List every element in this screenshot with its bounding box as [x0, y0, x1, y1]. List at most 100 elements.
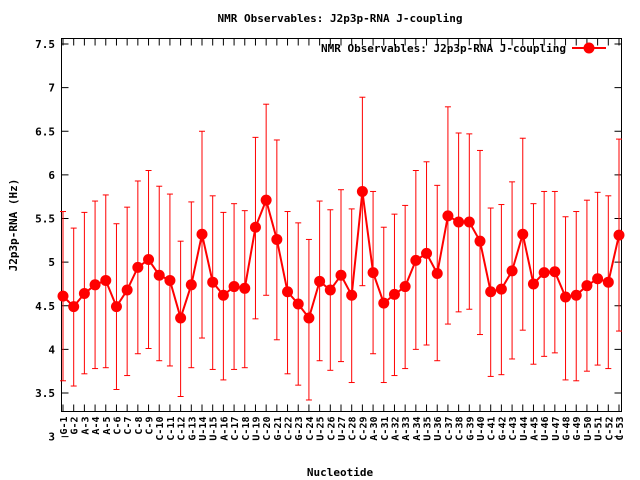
x-tick-label: G-13 [187, 417, 198, 441]
x-tick-label: U-47 [551, 417, 562, 441]
chart-title: NMR Observables: J2p3p-RNA J-coupling [217, 12, 462, 25]
x-tick-label: A-45 [529, 417, 540, 441]
legend-label: NMR Observables: J2p3p-RNA J-coupling [321, 42, 566, 55]
data-point [549, 266, 561, 278]
data-point [421, 247, 433, 259]
data-point [314, 275, 326, 287]
data-point [463, 216, 475, 228]
x-tick-label: U-46 [540, 417, 551, 441]
error-bars [60, 96, 622, 401]
x-tick-label: C-9 [145, 417, 156, 435]
data-point [89, 279, 101, 291]
x-tick-label: C-7 [123, 417, 134, 435]
x-tick-label: C-37 [444, 417, 455, 441]
x-tick-label: U-35 [423, 417, 434, 441]
data-point [474, 235, 486, 247]
x-tick-label: G-23 [294, 417, 305, 441]
x-tick-label: G-42 [497, 417, 508, 441]
data-point [356, 185, 368, 197]
y-axis-label: J2p3p-RNA (Hz) [7, 179, 20, 272]
x-tick-label: C-29 [358, 417, 369, 441]
data-point [570, 289, 582, 301]
data-point [560, 291, 572, 303]
data-point [110, 301, 122, 313]
data-point [100, 274, 112, 286]
x-tick-label: A-4 [91, 417, 102, 435]
data-point [207, 276, 219, 288]
x-tick-label: C-53 [615, 417, 626, 441]
y-tick-label: 7 [48, 82, 55, 95]
x-tick-label: U-40 [476, 417, 487, 441]
data-point [185, 279, 197, 291]
x-tick-label: U-50 [583, 417, 594, 441]
x-tick-label: U-27 [337, 417, 348, 441]
x-tick-label: U-36 [433, 417, 444, 441]
x-tick-label: C-20 [262, 417, 273, 441]
x-tick-label: U-14 [198, 417, 209, 441]
data-point [410, 254, 422, 266]
x-tick-label: C-22 [284, 417, 295, 441]
x-tick-label: A-5 [102, 417, 113, 435]
data-point [378, 297, 390, 309]
x-tick-label: C-41 [487, 417, 498, 441]
data-point [292, 298, 304, 310]
data-point [431, 267, 443, 279]
y-tick-label: 6 [48, 169, 55, 182]
x-tick-label: U-19 [251, 417, 262, 441]
data-point [592, 273, 604, 285]
x-tick-label: A-34 [412, 417, 423, 441]
x-tick-label: G-48 [562, 417, 573, 441]
x-axis-label: Nucleotide [307, 466, 374, 479]
data-point [442, 210, 454, 222]
data-point [228, 281, 240, 293]
x-tick-label: G-21 [273, 417, 284, 441]
data-points [57, 185, 625, 324]
x-tick-label: U-15 [209, 417, 220, 441]
x-tick-label: C-43 [508, 417, 519, 441]
data-point [602, 276, 614, 288]
data-point [517, 228, 529, 240]
x-axis: G-1 G-2 A-3 A-4 A-5 C-6 C-7 C-8 C-9 C-10 C-11 C-12 G… [59, 38, 626, 441]
x-tick-label: G-49 [572, 417, 583, 441]
data-point [239, 282, 251, 294]
data-point [121, 284, 133, 296]
data-point [453, 216, 465, 228]
data-point [335, 269, 347, 281]
x-tick-label: C-24 [305, 417, 316, 441]
x-tick-label: A-30 [369, 417, 380, 441]
x-tick-label: G-2 [70, 417, 81, 435]
data-point [78, 288, 90, 300]
data-point [196, 228, 208, 240]
data-point [164, 274, 176, 286]
x-tick-label: U-51 [594, 417, 605, 441]
x-tick-label: G-1 [59, 417, 70, 435]
x-tick-label: G-39 [465, 417, 476, 441]
x-tick-label: C-31 [380, 417, 391, 441]
data-point [527, 278, 539, 290]
y-tick-label: 4.5 [35, 300, 55, 313]
data-point [153, 269, 165, 281]
data-point [613, 229, 625, 241]
data-point [495, 283, 507, 295]
data-point [271, 233, 283, 245]
y-tick-label: 4 [48, 343, 55, 356]
x-tick-label: A-3 [80, 417, 91, 435]
data-point [175, 312, 187, 324]
x-tick-label: C-17 [230, 417, 241, 441]
x-tick-label: C-11 [166, 417, 177, 441]
x-tick-label: C-52 [604, 417, 615, 441]
data-point [57, 290, 69, 302]
data-point [68, 301, 80, 313]
data-point [324, 284, 336, 296]
x-tick-label: U-25 [316, 417, 327, 441]
data-point [282, 286, 294, 298]
y-tick-label: 5 [48, 256, 55, 269]
y-tick-label: 5.5 [35, 213, 55, 226]
data-point [538, 267, 550, 279]
x-tick-label: A-16 [219, 417, 230, 441]
data-point [260, 194, 272, 206]
data-point [143, 254, 155, 266]
y-axis: 3 3.5 4 4.5 5 5.5 6 6.5 7 7.5 [35, 38, 622, 444]
x-tick-label: C-38 [455, 417, 466, 441]
